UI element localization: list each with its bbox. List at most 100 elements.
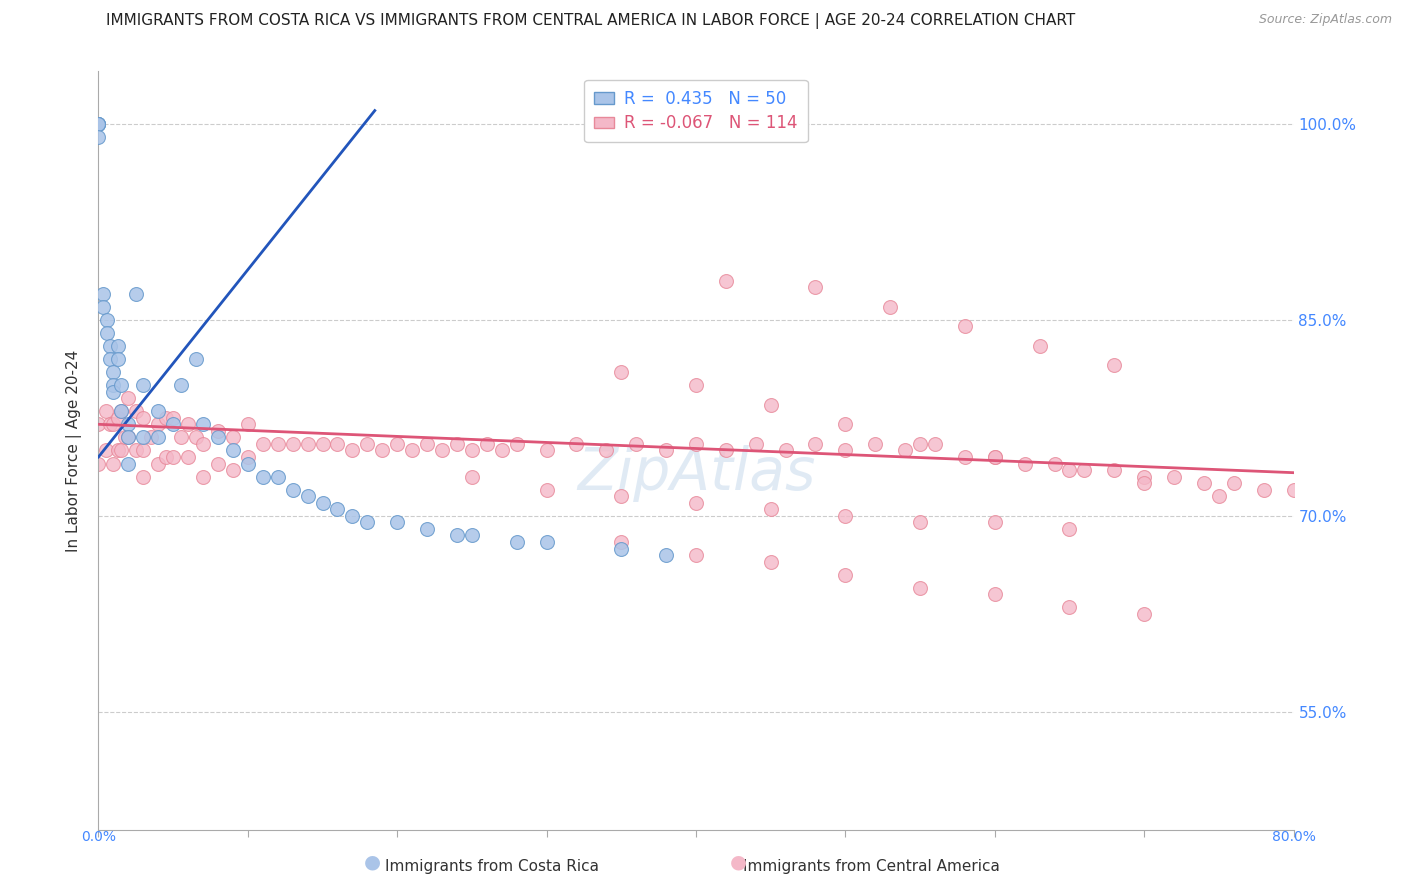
Point [610, 541, 633, 556]
Point [125, 286, 148, 301]
Point [191, 417, 214, 432]
Point [461, 469, 484, 483]
Point [714, 273, 737, 287]
Point [117, 391, 139, 405]
Point [685, 548, 707, 562]
Point [804, 280, 827, 294]
Point [1133, 469, 1156, 483]
Point [984, 450, 1007, 464]
Point [117, 417, 139, 432]
Point [1223, 476, 1246, 491]
Point [984, 587, 1007, 601]
Point [1059, 463, 1081, 477]
Text: Immigrants from Central America: Immigrants from Central America [744, 859, 1000, 874]
Point [222, 443, 245, 458]
Point [94, 404, 117, 418]
Point [114, 430, 136, 444]
Point [236, 450, 259, 464]
Point [475, 437, 498, 451]
Point [87, 129, 110, 144]
Point [1282, 483, 1305, 497]
Point [96, 312, 118, 326]
Point [1043, 457, 1066, 471]
Point [281, 437, 304, 451]
Point [775, 443, 797, 458]
Point [110, 378, 132, 392]
Point [117, 430, 139, 444]
Point [311, 496, 333, 510]
Point [610, 489, 633, 503]
Point [655, 548, 678, 562]
Point [169, 378, 191, 392]
Point [834, 567, 856, 582]
Point [401, 443, 423, 458]
Point [491, 443, 513, 458]
Y-axis label: In Labor Force | Age 20-24: In Labor Force | Age 20-24 [66, 350, 83, 551]
Point [267, 437, 290, 451]
Point [110, 404, 132, 418]
Text: IMMIGRANTS FROM COSTA RICA VS IMMIGRANTS FROM CENTRAL AMERICA IN LABOR FORCE | A: IMMIGRANTS FROM COSTA RICA VS IMMIGRANTS… [105, 13, 1076, 29]
Point [103, 457, 125, 471]
Point [685, 378, 707, 392]
Point [148, 404, 170, 418]
Point [207, 457, 229, 471]
Point [87, 457, 110, 471]
Point [385, 437, 409, 451]
Point [1104, 359, 1126, 373]
Point [155, 410, 177, 425]
Point [834, 417, 856, 432]
Point [91, 300, 114, 314]
Point [117, 430, 139, 444]
Point [132, 443, 155, 458]
Point [110, 404, 132, 418]
Text: 0.0%: 0.0% [82, 830, 115, 844]
Point [297, 489, 319, 503]
Point [506, 535, 529, 549]
Point [416, 437, 439, 451]
Point [98, 417, 122, 432]
Point [107, 443, 129, 458]
Point [281, 483, 304, 497]
Point [148, 417, 170, 432]
Point [610, 535, 633, 549]
Point [565, 437, 588, 451]
Point [236, 417, 259, 432]
Point [626, 437, 648, 451]
Point [132, 430, 155, 444]
Point [371, 443, 394, 458]
Point [908, 581, 931, 595]
Point [834, 443, 856, 458]
Point [107, 339, 129, 353]
Point [252, 469, 274, 483]
Point [87, 117, 110, 131]
Point [342, 443, 364, 458]
Text: ●: ● [364, 853, 381, 871]
Point [103, 384, 125, 399]
Point [326, 502, 349, 516]
Point [94, 443, 117, 458]
Point [865, 437, 887, 451]
Point [162, 417, 184, 432]
Point [184, 430, 207, 444]
Text: ZipAtlas: ZipAtlas [576, 445, 815, 501]
Point [1028, 339, 1050, 353]
Point [685, 437, 707, 451]
Point [908, 437, 931, 451]
Legend: R =  0.435   N = 50, R = -0.067   N = 114: R = 0.435 N = 50, R = -0.067 N = 114 [585, 79, 807, 143]
Point [536, 483, 558, 497]
Point [297, 437, 319, 451]
Point [655, 443, 678, 458]
Point [908, 516, 931, 530]
Point [87, 117, 110, 131]
Point [356, 516, 378, 530]
Point [132, 469, 155, 483]
Point [1208, 489, 1230, 503]
Point [1253, 483, 1275, 497]
Point [162, 450, 184, 464]
Point [1133, 476, 1156, 491]
Point [326, 437, 349, 451]
Point [125, 404, 148, 418]
Point [98, 351, 122, 366]
Point [759, 502, 782, 516]
Point [416, 522, 439, 536]
